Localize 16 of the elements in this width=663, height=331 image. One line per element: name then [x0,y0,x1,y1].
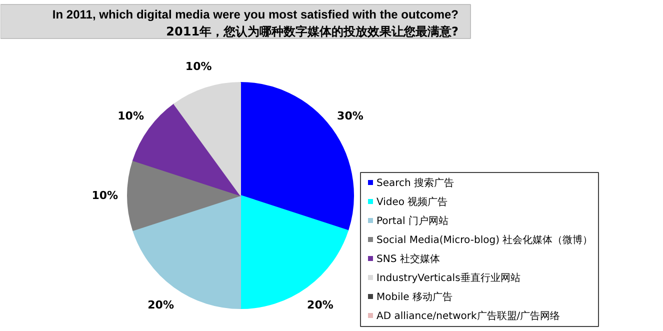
data-label: 10% [185,60,212,74]
legend-label: Mobile 移动广告 [376,291,452,303]
legend-label: Social Media(Micro-blog) 社会化媒体（微博） [376,234,593,246]
data-label: 30% [337,109,364,122]
legend-label: Portal 门户网站 [376,215,448,227]
data-label: 10% [92,189,118,202]
data-label: 20% [148,298,174,312]
legend-label: AD alliance/network广告联盟/广告网络 [376,310,560,322]
chart-subtitle: 2011年，您认为哪种数字媒体的投放效果让您最满意? [166,24,459,38]
legend-label: SNS 社交媒体 [376,253,440,265]
data-label: 20% [307,298,334,312]
legend-label: Video 视频广告 [376,196,448,208]
legend-label: Search 搜索广告 [376,177,454,189]
legend-label: IndustryVerticals垂直行业网站 [376,272,520,284]
chart-title: In 2011, which digital media were you most satisfied with the outcome? [52,8,459,22]
data-label: 10% [118,109,144,122]
